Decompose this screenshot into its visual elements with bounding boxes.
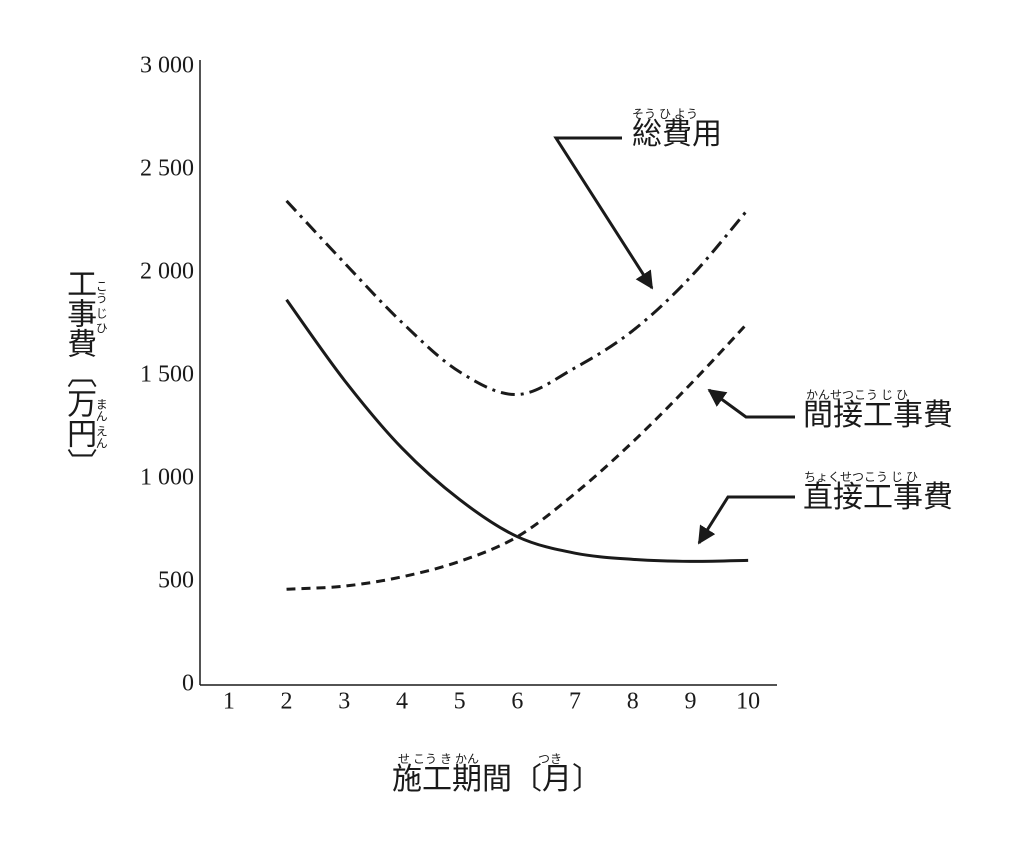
x-axis-label: 施工期間〔月〕: [392, 763, 602, 796]
x-label-ruby: つき: [538, 752, 562, 766]
x-tick-label: 3: [338, 689, 350, 715]
y-label-ruby: まん えん: [94, 398, 108, 449]
x-tick-label: 10: [736, 689, 760, 715]
series-label: 間接工事費: [803, 399, 953, 432]
annotation-arrows: [553, 136, 795, 545]
x-tick-label: 4: [396, 689, 408, 715]
series-ruby: ちょくせつこう じ ひ: [804, 470, 918, 484]
x-tick-label: 5: [454, 689, 466, 715]
arrow: [707, 388, 795, 419]
y-tick-label: 3 000: [140, 53, 194, 79]
y-label-ruby: こう じ ひ: [94, 280, 108, 334]
series-label: 直接工事費: [803, 481, 953, 514]
series-line: [285, 298, 749, 563]
x-tick-label: 6: [511, 689, 523, 715]
x-tick-label: 2: [281, 689, 293, 715]
y-tick-label: 1 500: [140, 362, 194, 388]
x-label-ruby: せ こう き かん: [398, 752, 479, 766]
series-line: [285, 199, 750, 397]
series-label: 総費用: [632, 118, 722, 151]
y-tick-label: 0: [182, 671, 194, 697]
x-tick-label: 1: [223, 689, 235, 715]
x-tick-label: 8: [627, 689, 639, 715]
series-ruby: そう ひ よう: [632, 107, 698, 121]
y-axis-label: 工事費〔万円〕: [62, 268, 97, 478]
arrow: [553, 136, 654, 290]
x-tick-label: 7: [569, 689, 581, 715]
y-tick-label: 500: [158, 568, 194, 594]
y-tick-label: 2 500: [140, 156, 194, 182]
y-tick-label: 2 000: [140, 259, 194, 285]
arrow: [697, 495, 795, 545]
series-line: [286, 321, 750, 591]
y-tick-label: 1 000: [140, 465, 194, 491]
x-tick-label: 9: [684, 689, 696, 715]
series-ruby: かんせつこう じ ひ: [806, 388, 908, 402]
